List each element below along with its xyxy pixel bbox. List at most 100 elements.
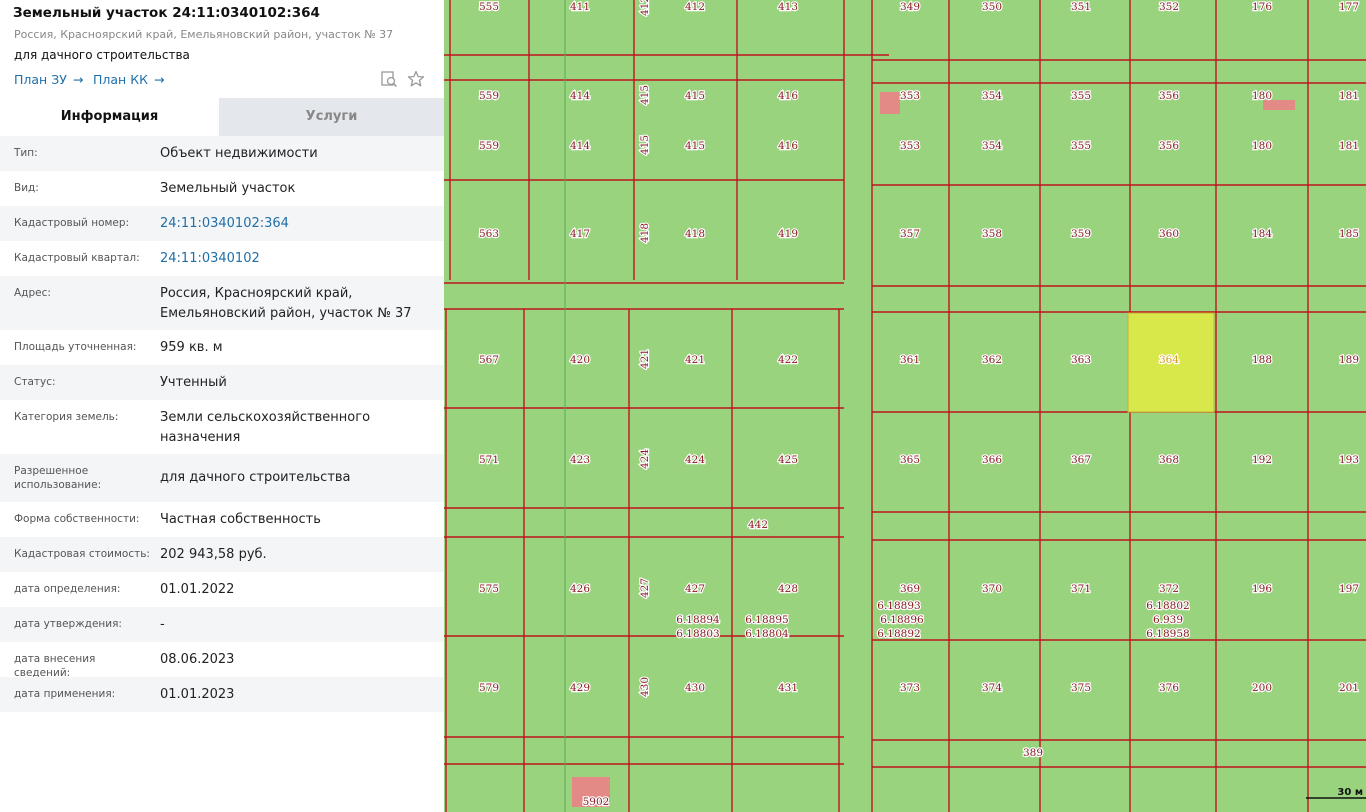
row-label: дата внесения сведений: — [14, 653, 96, 679]
row-label: дата определения: — [14, 583, 121, 595]
parcel-label: 563 — [479, 228, 499, 240]
parcel-label: 424 — [639, 449, 651, 469]
row-label: дата применения: — [14, 688, 116, 700]
parcel-label: 349 — [900, 1, 920, 13]
parcel-label: 351 — [1071, 1, 1091, 13]
star-icon[interactable] — [407, 70, 425, 88]
parcel-label: 355 — [1071, 90, 1091, 102]
cadastral-number-link[interactable]: 24:11:0340102:364 — [160, 216, 289, 231]
parcel-label: 371 — [1071, 583, 1091, 595]
plan-kk-link[interactable]: План КК → — [93, 72, 164, 87]
parcel-label: 373 — [900, 682, 920, 694]
row-label: Тип: — [14, 147, 38, 159]
parcel-label: 200 — [1252, 682, 1272, 694]
parcel-label: 559 — [479, 140, 499, 152]
parcel-label: 423 — [570, 454, 590, 466]
parcel-label: 579 — [479, 682, 499, 694]
cadastral-quarter-link[interactable]: 24:11:0340102 — [160, 251, 260, 266]
parcel-label: 559 — [479, 90, 499, 102]
parcel-label: 413 — [778, 1, 798, 13]
row-value: Земли сельскохозяйственного назначения — [160, 410, 371, 445]
parcel-label: 376 — [1159, 682, 1179, 694]
info-panel: Земельный участок 24:11:0340102:364 Росс… — [0, 0, 444, 812]
selected-parcel-layer — [1127, 312, 1215, 413]
row-value: Россия, Красноярский край, Емельяновский… — [160, 286, 412, 321]
parcel-label: 359 — [1071, 228, 1091, 240]
parcel-label: 354 — [982, 90, 1002, 102]
row-value: 01.01.2023 — [160, 687, 235, 702]
row-label: Адрес: — [14, 287, 51, 299]
parcel-label: 201 — [1339, 682, 1359, 694]
parcel-label: 6.18803 — [676, 628, 719, 640]
parcel-title: Земельный участок 24:11:0340102:364 — [13, 5, 320, 21]
arrow-right-icon: → — [153, 72, 165, 87]
parcel-label: 416 — [778, 140, 798, 152]
row-date-determined: дата определения: 01.01.2022 — [0, 572, 444, 607]
parcel-label: 192 — [1252, 454, 1272, 466]
row-land-category: Категория земель: Земли сельскохозяйстве… — [0, 400, 444, 454]
row-label: Категория земель: — [14, 411, 119, 423]
row-label: Вид: — [14, 182, 39, 194]
parcel-label: 185 — [1339, 228, 1359, 240]
row-label: Разрешенное использование: — [14, 465, 102, 491]
row-value: Частная собственность — [160, 512, 321, 527]
parcel-boundaries — [444, 0, 1366, 812]
parcel-label: 415 — [639, 135, 651, 155]
row-value: 959 кв. м — [160, 340, 223, 355]
parcel-label: 5902 — [583, 796, 610, 808]
row-cadastral-number: Кадастровый номер: 24:11:0340102:364 — [0, 206, 444, 241]
plan-zu-label: План ЗУ — [14, 72, 67, 87]
parcel-label: 375 — [1071, 682, 1091, 694]
row-cadastral-value: Кадастровая стоимость: 202 943,58 руб. — [0, 537, 444, 572]
parcel-label: 180 — [1252, 140, 1272, 152]
parcel-label: 189 — [1339, 354, 1359, 366]
row-label: Форма собственности: — [14, 513, 140, 525]
selected-parcel[interactable] — [1127, 312, 1215, 413]
row-value: Земельный участок — [160, 181, 296, 196]
tab-services[interactable]: Услуги — [219, 98, 444, 136]
parcel-labels-layer: 555 411 412 412 413 349 350 351 352 176 177 559 414 4… — [478, 0, 1360, 809]
tab-info[interactable]: Информация — [0, 98, 219, 136]
row-date-entered: дата внесения сведений: 08.06.2023 — [0, 642, 444, 679]
parcel-label: 358 — [982, 228, 1002, 240]
parcel-label: 419 — [778, 228, 798, 240]
parcel-label: 180 — [1252, 90, 1272, 102]
parcel-label: 365 — [900, 454, 920, 466]
parcel-label: 412 — [639, 0, 651, 16]
parcel-label: 355 — [1071, 140, 1091, 152]
row-value: 202 943,58 руб. — [160, 547, 267, 562]
parcel-label: 389 — [1023, 747, 1043, 759]
parcel-label: 6.18958 — [1146, 628, 1189, 640]
row-kind: Вид: Земельный участок — [0, 171, 444, 206]
row-value: - — [160, 617, 165, 632]
parcel-label: 360 — [1159, 228, 1179, 240]
parcel-label: 6.18804 — [745, 628, 789, 640]
parcel-label: 416 — [778, 90, 798, 102]
parcel-label: 418 — [639, 223, 651, 243]
plan-zu-link[interactable]: План ЗУ → — [14, 72, 83, 87]
parcel-label: 372 — [1159, 583, 1179, 595]
parcel-label: 354 — [982, 140, 1002, 152]
parcel-label: 571 — [479, 454, 499, 466]
row-value: Объект недвижимости — [160, 146, 318, 161]
cadastral-map[interactable]: 555 411 412 412 413 349 350 351 352 176 177 559 414 4… — [444, 0, 1366, 812]
parcel-label: 370 — [982, 583, 1002, 595]
parcel-purpose: для дачного строительства — [14, 48, 190, 62]
parcel-label: 177 — [1339, 1, 1359, 13]
search-doc-icon[interactable] — [380, 70, 398, 88]
map-canvas[interactable]: 555 411 412 412 413 349 350 351 352 176 177 559 414 4… — [444, 0, 1366, 812]
parcel-label: 374 — [982, 682, 1002, 694]
parcel-label: 6.18892 — [877, 628, 920, 640]
parcel-label: 575 — [479, 583, 499, 595]
parcel-label: 196 — [1252, 583, 1272, 595]
row-area: Площадь уточненная: 959 кв. м — [0, 330, 444, 365]
row-value: 08.06.2023 — [160, 652, 235, 667]
parcel-label: 188 — [1252, 354, 1272, 366]
info-table: Тип: Объект недвижимости Вид: Земельный … — [0, 136, 444, 712]
parcel-address: Россия, Красноярский край, Емельяновский… — [14, 28, 394, 41]
row-ownership: Форма собственности: Частная собственнос… — [0, 502, 444, 537]
parcel-label: 429 — [570, 682, 590, 694]
parcel-label: 6.18802 — [1146, 600, 1189, 612]
parcel-label: 193 — [1339, 454, 1359, 466]
parcel-label: 415 — [639, 85, 651, 105]
